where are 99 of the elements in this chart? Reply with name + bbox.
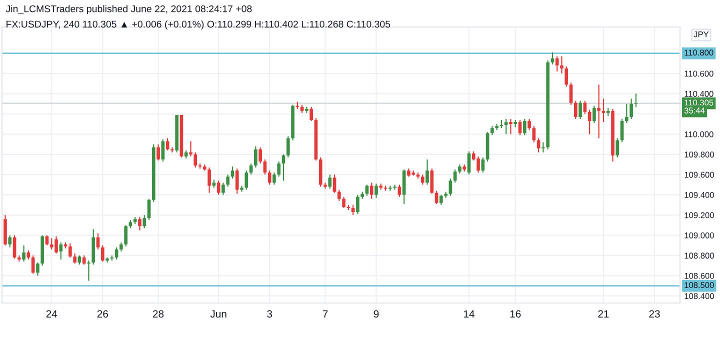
candlestick	[156, 144, 160, 162]
candlestick	[36, 262, 40, 276]
y-tick-label: 109.200	[684, 212, 714, 218]
y-tick-label: 109.400	[684, 192, 714, 198]
x-tick-label: 23	[649, 310, 660, 318]
candlestick	[393, 184, 396, 190]
candlestick	[310, 106, 313, 122]
candlestick	[208, 166, 211, 194]
y-tick-label: 109.800	[684, 152, 714, 158]
candlestick	[630, 98, 633, 120]
candlestick	[356, 194, 360, 215]
candlestick	[277, 160, 281, 178]
candlestick	[574, 100, 578, 120]
x-tick-label: 14	[464, 310, 474, 318]
candlestick	[235, 168, 239, 194]
candlestick	[420, 174, 424, 186]
candlestick	[226, 174, 230, 188]
candlestick	[426, 158, 429, 186]
candlestick	[597, 84, 601, 139]
candlestick	[332, 174, 336, 194]
candlestick	[458, 164, 462, 174]
x-tick-label: Jun	[210, 310, 226, 318]
candlestick	[569, 82, 573, 106]
candlestick	[59, 242, 63, 260]
y-tick-label: 110.400	[684, 90, 714, 97]
candlestick	[528, 118, 531, 131]
candlestick	[542, 142, 545, 153]
y-tick-label: 110.600	[684, 70, 714, 77]
candlestick	[592, 105, 596, 124]
candlestick	[616, 138, 620, 158]
ref-line-label: 110.305	[684, 100, 714, 106]
y-tick-label: 109.600	[684, 172, 714, 178]
candlestick	[170, 146, 174, 153]
candlestick	[222, 182, 225, 196]
ref-line-label: 108.500	[684, 282, 714, 288]
candlestick	[490, 126, 494, 136]
x-tick-label: 24	[46, 310, 58, 318]
candlestick	[82, 254, 86, 266]
candlestick	[564, 66, 568, 88]
candlestick	[216, 180, 220, 196]
x-tick-label: 16	[510, 310, 521, 318]
x-tick-label: 26	[97, 310, 108, 318]
candlestick	[481, 156, 485, 174]
y-tick-label: 108.600	[684, 272, 714, 279]
y-tick-label: 109.000	[684, 232, 714, 238]
candlestick	[244, 170, 248, 190]
chart-title: Jin_LCMSTraders published June 22, 2021 08:24:17 +08	[6, 5, 252, 14]
candlestick	[272, 172, 276, 186]
candlestick	[324, 182, 327, 190]
candlestick	[100, 244, 104, 262]
candlestick	[161, 138, 165, 162]
x-tick-label: 28	[153, 310, 164, 318]
text: JPY	[694, 31, 709, 38]
candlestick	[453, 168, 457, 184]
candlestick	[286, 136, 290, 158]
candlestick	[189, 140, 192, 157]
candlestick	[536, 138, 540, 153]
candlestick	[365, 184, 369, 196]
x-tick-label: 9	[374, 310, 379, 318]
y-tick-label: 110.000	[684, 131, 714, 138]
text: 35:44	[684, 108, 705, 114]
x-tick-label: 21	[598, 310, 609, 318]
candlestick	[8, 234, 12, 248]
x-tick-label: 7	[322, 310, 328, 318]
candlestick	[509, 118, 512, 135]
candlestick	[337, 189, 341, 202]
candlestick	[87, 260, 90, 282]
candlestick	[258, 146, 262, 164]
x-tick-label: 3	[267, 310, 272, 318]
candlestick	[142, 214, 146, 229]
candlestick	[578, 100, 582, 120]
candlestick	[532, 126, 536, 143]
candlestick	[398, 184, 402, 198]
candlestick	[22, 244, 26, 262]
candlestick	[328, 174, 332, 190]
candlestick	[138, 216, 142, 231]
candlestick	[555, 56, 559, 72]
candlestick	[374, 183, 378, 198]
y-tick-label: 108.800	[684, 252, 714, 259]
candlestick	[625, 103, 628, 124]
candlestick	[504, 118, 508, 135]
candlestick	[448, 178, 452, 196]
candlestick	[440, 194, 443, 206]
candlestick	[268, 170, 272, 186]
candlestick	[73, 252, 76, 264]
ref-line-label: 110.800	[684, 50, 714, 56]
candlestick	[430, 168, 434, 194]
candlestick	[194, 152, 198, 168]
candlestick	[68, 242, 72, 258]
candlestick	[254, 146, 258, 168]
candlestick	[166, 138, 170, 151]
candlestick	[342, 196, 346, 209]
candlestick	[124, 224, 128, 247]
chart-subtitle: FX:USDJPY, 240 110.305 ▲ +0.006 (+0.01%) O:110.299 H:110.402 L:110.268 C:110.305	[6, 20, 390, 30]
candlestick	[522, 118, 526, 136]
y-tick-label: 108.400	[684, 293, 714, 300]
candlestick	[560, 56, 564, 74]
candlestick	[370, 182, 374, 200]
candlestick	[120, 242, 123, 252]
